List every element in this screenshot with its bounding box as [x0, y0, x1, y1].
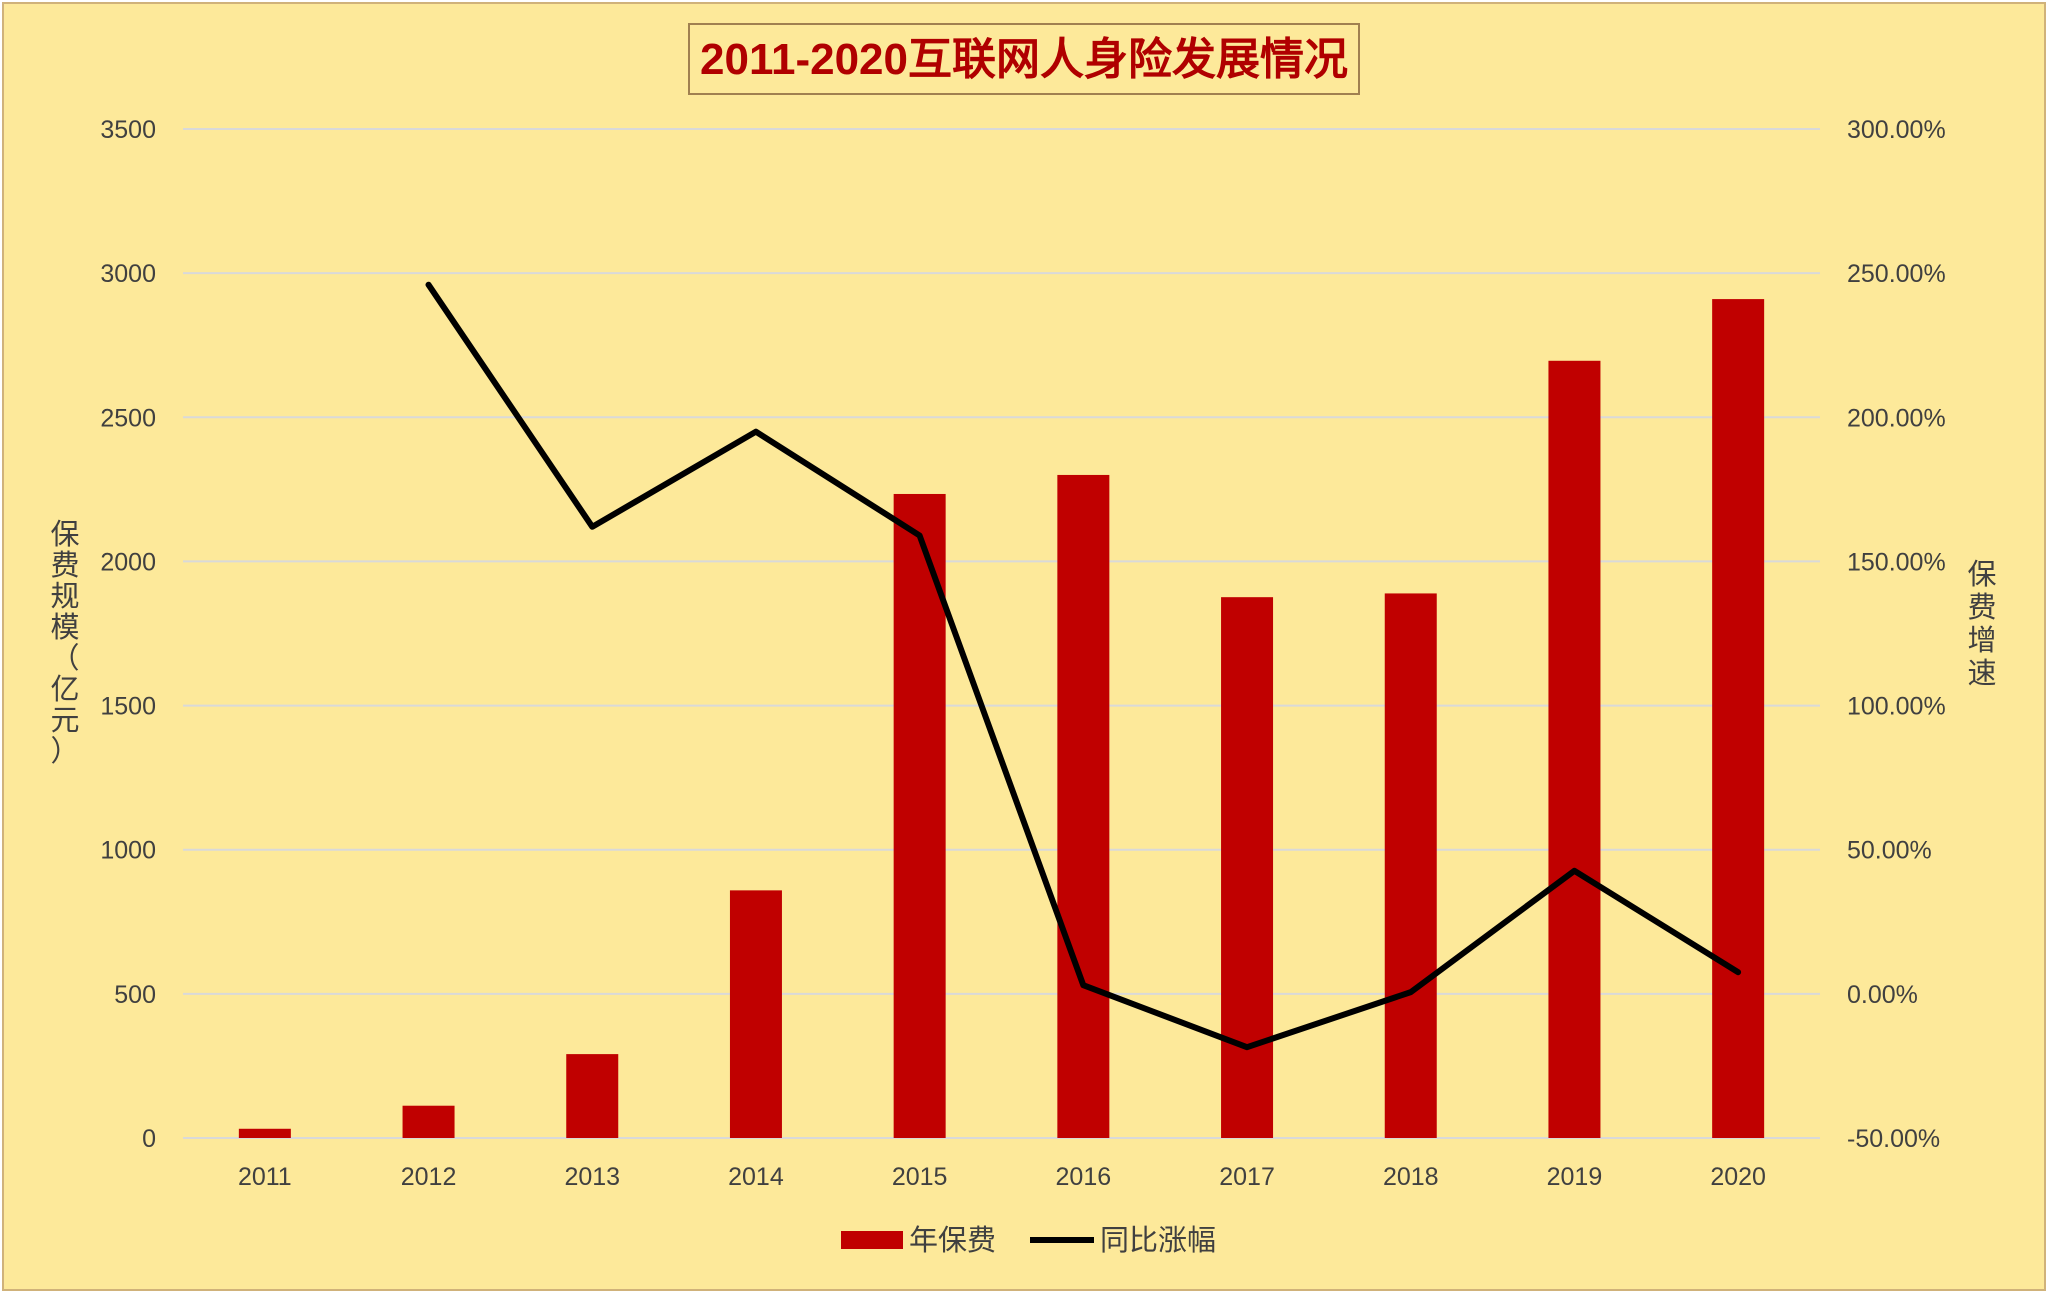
right-tick-label: 300.00% [1847, 116, 1946, 144]
gridlines [183, 128, 1820, 1139]
left-axis-title-char: 规 [50, 580, 79, 613]
growth-line-point [1082, 984, 1084, 986]
growth-line-point [1410, 991, 1412, 993]
bar [1712, 299, 1765, 1138]
x-tick-label: 2017 [1219, 1163, 1275, 1191]
bar [1221, 597, 1274, 1138]
title-text: 2011-2020互联网人身险发展情况 [700, 35, 1348, 84]
growth-line [425, 281, 1742, 1051]
chart-title: 2011-2020互联网人身险发展情况 [688, 23, 1360, 95]
left-tick-label: 1000 [100, 837, 156, 865]
title-box [688, 23, 1360, 95]
legend-item-bar: 年保费 [841, 1224, 996, 1257]
x-tick-label: 2011 [238, 1163, 292, 1191]
growth-line-point [919, 534, 921, 536]
left-tick-label: 1500 [100, 693, 156, 721]
legend-swatch-bar [841, 1231, 903, 1249]
right-tick-label: 50.00% [1847, 837, 1932, 865]
bars [238, 299, 1765, 1138]
growth-line-point [1573, 870, 1575, 872]
x-tick-label: 2014 [728, 1163, 784, 1191]
left-axis-title-char: 亿 [50, 673, 79, 706]
bar [1548, 360, 1601, 1138]
x-tick-label: 2018 [1383, 1163, 1439, 1191]
left-tick-label: 3500 [100, 116, 156, 144]
right-axis-title-char: 费 [1967, 591, 1996, 624]
x-tick-label: 2020 [1710, 1163, 1766, 1191]
x-tick-label: 2012 [401, 1163, 457, 1191]
left-axis-title-char: 模 [50, 611, 79, 644]
growth-line-point [1246, 1046, 1248, 1048]
left-axis-title-char: （ [50, 643, 79, 675]
x-axis-ticks: 2011 2012 2013 2014 2015 2016 2017 2018 2019 2020 [238, 1163, 1766, 1191]
growth-line-point [428, 284, 430, 286]
left-axis-title-char: 元 [50, 705, 79, 737]
left-axis-title-char: 费 [50, 549, 79, 582]
left-tick-label: 2500 [100, 404, 156, 432]
left-axis-title-char: ） [50, 736, 79, 768]
right-axis-ticks: -50.00% 0.00% 50.00% 100.00% 150.00% 200.00% 2… [1847, 116, 1946, 1153]
bar [1057, 474, 1110, 1138]
bar [1384, 593, 1437, 1138]
left-tick-label: 2000 [100, 548, 156, 576]
growth-line-point [755, 431, 757, 433]
bar [893, 493, 946, 1138]
x-tick-label: 2013 [564, 1163, 620, 1191]
growth-line-point [591, 526, 593, 528]
x-tick-label: 2015 [892, 1163, 948, 1191]
bar [729, 890, 782, 1138]
left-axis-title-char: 保 [50, 518, 79, 551]
legend: 年保费 同比涨幅 [841, 1224, 1216, 1257]
right-tick-label: 150.00% [1847, 548, 1946, 576]
x-tick-label: 2019 [1547, 1163, 1603, 1191]
right-axis-title-char: 增 [1967, 624, 1996, 657]
right-tick-label: 100.00% [1847, 693, 1946, 721]
right-tick-label: -50.00% [1847, 1125, 1940, 1153]
right-axis-title-char: 速 [1967, 658, 1996, 690]
left-tick-label: 500 [114, 981, 156, 1009]
legend-label-bar: 年保费 [909, 1224, 996, 1257]
bar [566, 1054, 619, 1138]
growth-line-point [1737, 971, 1739, 973]
left-axis-ticks: 0 500 1000 1500 2000 2500 3000 3500 [100, 116, 156, 1153]
bar [238, 1128, 291, 1138]
right-tick-label: 250.00% [1847, 260, 1946, 288]
right-tick-label: 200.00% [1847, 404, 1946, 432]
right-axis-title-char: 保 [1967, 558, 1996, 591]
left-tick-label: 0 [142, 1125, 156, 1153]
bar [402, 1105, 455, 1138]
legend-item-line: 同比涨幅 [1030, 1224, 1216, 1257]
right-tick-label: 0.00% [1847, 981, 1918, 1009]
left-tick-label: 3000 [100, 260, 156, 288]
x-tick-label: 2016 [1056, 1163, 1112, 1191]
legend-label-line: 同比涨幅 [1100, 1224, 1216, 1257]
